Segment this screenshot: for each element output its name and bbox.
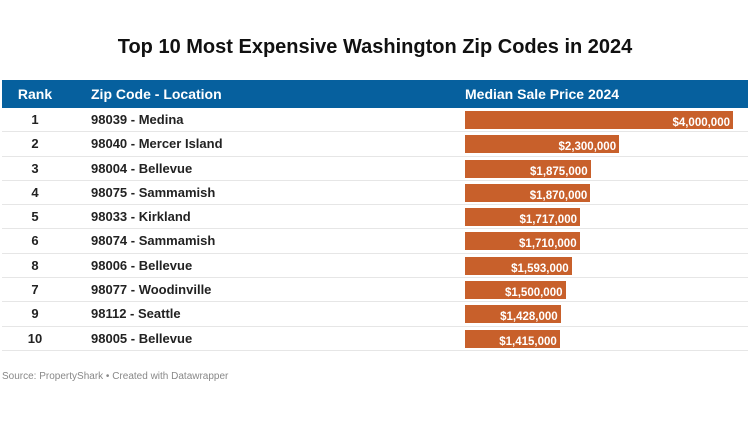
rank-cell: 3 bbox=[31, 160, 39, 176]
price-label: $1,428,000 bbox=[500, 311, 558, 324]
rank-cell: 9 bbox=[31, 306, 39, 322]
location-cell: 98006 - Bellevue bbox=[91, 257, 193, 273]
table-body: 1 98039 - Medina $4,000,000 2 98040 - Mercer… bbox=[2, 108, 748, 351]
price-label: $1,875,000 bbox=[530, 165, 588, 178]
rank-cell: 6 bbox=[31, 233, 39, 249]
table-header: Rank Zip Code - Location Median Sale Pri… bbox=[2, 80, 748, 108]
price-bar: $1,593,000 bbox=[465, 256, 572, 275]
table-row: 9 98112 - Seattle $1,428,000 bbox=[2, 302, 748, 327]
price-bar: $2,300,000 bbox=[465, 135, 620, 154]
header-price[interactable]: Median Sale Price 2024 bbox=[465, 86, 620, 102]
price-label: $1,500,000 bbox=[504, 287, 563, 300]
table-row: 3 98004 - Bellevue $1,875,000 bbox=[2, 157, 748, 181]
price-bar: $1,428,000 bbox=[465, 305, 561, 324]
location-cell: 98112 - Seattle bbox=[91, 306, 181, 322]
price-bar: $4,000,000 bbox=[465, 111, 733, 129]
table-row: 10 98005 - Bellevue $1,415,000 bbox=[2, 327, 748, 351]
price-label: $4,000,000 bbox=[672, 117, 730, 129]
price-label: $2,300,000 bbox=[558, 141, 617, 154]
table-row: 1 98039 - Medina $4,000,000 bbox=[2, 108, 748, 133]
price-bar: $1,710,000 bbox=[465, 232, 580, 251]
location-cell: 98039 - Medina bbox=[91, 112, 184, 127]
location-cell: 98075 - Sammamish bbox=[91, 184, 216, 200]
rank-cell: 7 bbox=[31, 282, 39, 298]
price-label: $1,593,000 bbox=[511, 262, 569, 275]
chart-title: Top 10 Most Expensive Washington Zip Cod… bbox=[117, 36, 633, 58]
price-label: $1,415,000 bbox=[499, 335, 557, 348]
rank-cell: 5 bbox=[31, 209, 39, 225]
price-label: $1,717,000 bbox=[519, 214, 577, 227]
table-row: 7 98077 - Woodinville $1,500,000 bbox=[2, 278, 748, 303]
location-cell: 98074 - Sammamish bbox=[91, 233, 216, 249]
rank-cell: 4 bbox=[31, 184, 39, 200]
location-cell: 98040 - Mercer Island bbox=[91, 136, 223, 152]
price-label: $1,870,000 bbox=[529, 189, 588, 202]
location-cell: 98004 - Bellevue bbox=[91, 160, 193, 176]
price-bar: $1,717,000 bbox=[465, 208, 580, 227]
rank-cell: 2 bbox=[31, 136, 39, 152]
table-row: 5 98033 - Kirkland $1,717,000 bbox=[2, 205, 748, 230]
header-rank[interactable]: Rank bbox=[17, 86, 53, 102]
price-bar: $1,870,000 bbox=[465, 183, 591, 202]
header-location[interactable]: Zip Code - Location bbox=[91, 86, 222, 102]
location-cell: 98033 - Kirkland bbox=[91, 209, 191, 225]
table-row: 6 98074 - Sammamish $1,710,000 bbox=[2, 229, 748, 254]
table-row: 2 98040 - Mercer Island $2,300,000 bbox=[2, 132, 748, 157]
price-bar: $1,875,000 bbox=[465, 159, 591, 178]
data-table: Rank Zip Code - Location Median Sale Pri… bbox=[2, 80, 748, 351]
rank-cell: 8 bbox=[31, 257, 39, 273]
price-label: $1,710,000 bbox=[519, 238, 577, 251]
location-cell: 98077 - Woodinville bbox=[91, 282, 212, 298]
rank-cell: 1 bbox=[31, 112, 39, 127]
location-cell: 98005 - Bellevue bbox=[91, 330, 193, 346]
rank-cell: 10 bbox=[27, 330, 43, 346]
source-note: Source: PropertyShark • Created with Dat… bbox=[2, 371, 229, 382]
table-row: 4 98075 - Sammamish $1,870,000 bbox=[2, 181, 748, 206]
price-bar: $1,415,000 bbox=[465, 329, 560, 348]
price-bar: $1,500,000 bbox=[465, 281, 566, 300]
table-row: 8 98006 - Bellevue $1,593,000 bbox=[2, 254, 748, 279]
